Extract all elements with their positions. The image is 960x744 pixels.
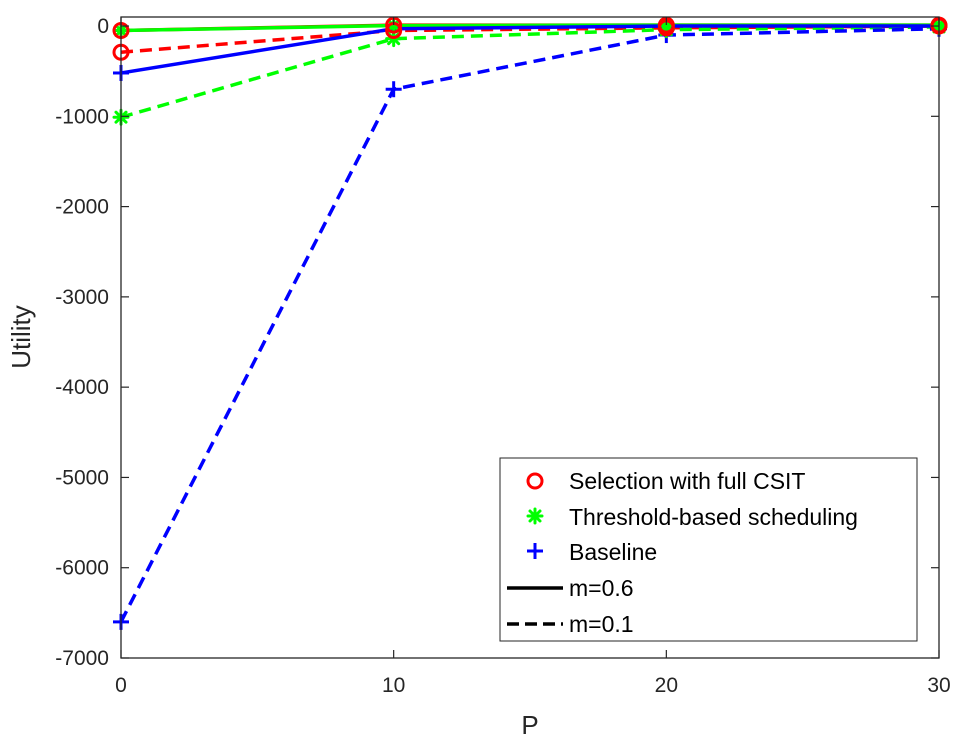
legend-entry-solid: m=0.6 <box>507 575 634 601</box>
legend-label-selection: Selection with full CSIT <box>569 468 805 494</box>
legend-entry-dashed: m=0.1 <box>507 611 634 637</box>
legend-plus-marker-icon <box>527 543 543 559</box>
series-lines <box>119 23 940 623</box>
axis-ticks: 0 10 20 30 0 -1000 -2000 -3000 -4000 -5000 -6000 -7… <box>55 15 950 697</box>
legend-label-baseline: Baseline <box>569 539 657 565</box>
series-line-4 <box>120 24 940 54</box>
series-line-3 <box>120 24 939 75</box>
y-tick-label: -6000 <box>55 557 109 580</box>
legend-entry-baseline: Baseline <box>527 539 657 565</box>
legend-label-threshold: Threshold-based scheduling <box>569 504 858 530</box>
legend-label-dashed: m=0.1 <box>569 611 634 637</box>
x-axis-title: P <box>521 710 538 740</box>
x-tick-label: 10 <box>382 674 405 697</box>
y-tick-label: -5000 <box>55 466 109 489</box>
y-tick-label: -4000 <box>55 376 109 399</box>
y-axis-title: Utility <box>6 305 36 369</box>
y-tick-label: -2000 <box>55 196 109 219</box>
plus-marker <box>385 81 402 98</box>
legend-entry-threshold: Threshold-based scheduling <box>526 504 858 530</box>
x-tick-label: 20 <box>655 674 678 697</box>
plot-frame <box>120 16 940 659</box>
legend-entry-selection: Selection with full CSIT <box>526 468 805 494</box>
y-tick-label: -7000 <box>55 647 109 670</box>
legend: Selection with full CSIT Threshold-based… <box>499 457 918 642</box>
x-tick-label: 30 <box>927 674 950 697</box>
legend-circle-marker-icon <box>526 472 544 490</box>
y-tick-label: -1000 <box>55 105 109 128</box>
legend-label-solid: m=0.6 <box>569 575 634 601</box>
legend-box <box>499 457 918 642</box>
legend-asterisk-marker-icon <box>526 507 544 525</box>
y-tick-label: 0 <box>97 15 109 38</box>
series-line-6 <box>119 26 940 623</box>
x-tick-label: 0 <box>115 674 127 697</box>
series-line-5 <box>120 25 940 119</box>
y-tick-label: -3000 <box>55 286 109 309</box>
